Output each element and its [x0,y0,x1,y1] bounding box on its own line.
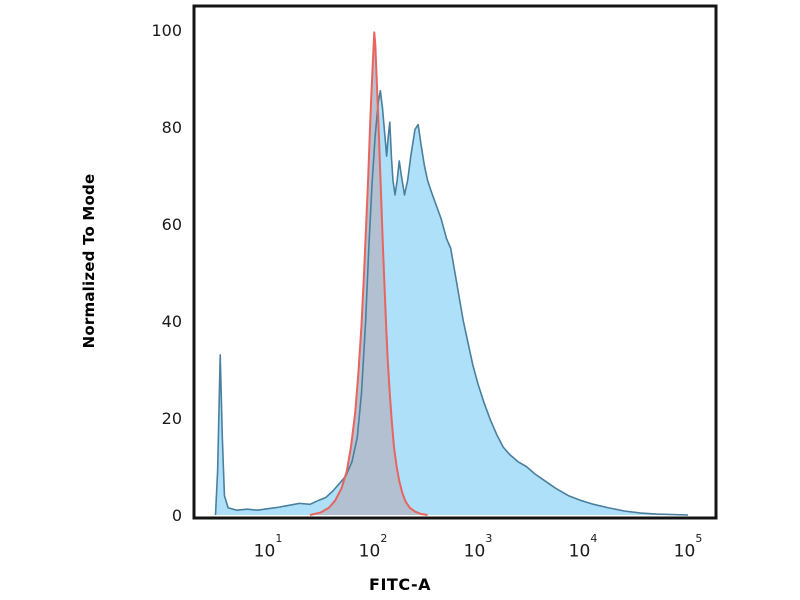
x-tick-1e3: 103 [463,532,493,562]
plot-frame [192,4,718,520]
series-red-outline [309,31,428,516]
y-tick-80: 80 [161,118,182,137]
x-tick-1e1: 101 [253,532,283,562]
y-tick-60: 60 [161,215,182,234]
series-overlap-area [310,32,428,516]
x-tick-1e4: 104 [568,532,598,562]
x-axis-label: FITC-A [369,575,431,594]
y-tick-0: 0 [171,506,182,525]
series-blue-outline [214,89,689,516]
y-tick-40: 40 [161,312,182,331]
y-tick-100: 100 [151,21,182,40]
y-axis-tick-labels: 100 80 60 40 20 0 [110,0,182,600]
x-tick-1e2: 102 [358,532,388,562]
x-tick-1e5: 105 [673,532,703,562]
y-tick-20: 20 [161,409,182,428]
series-blue-area [215,90,688,515]
